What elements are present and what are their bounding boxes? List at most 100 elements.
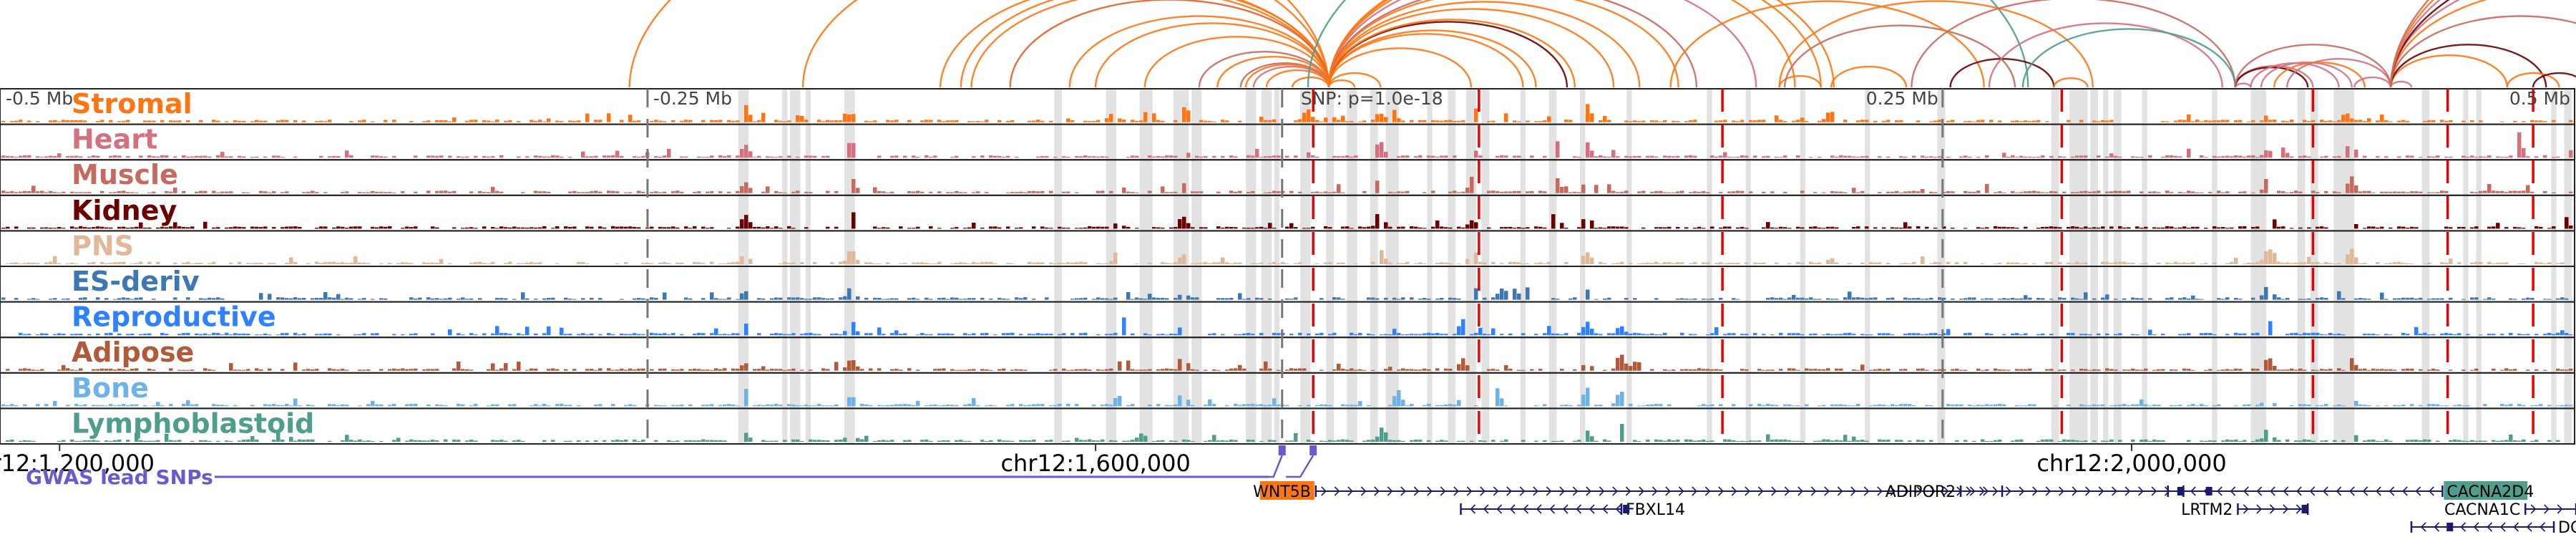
track-reproductive[interactable] <box>0 301 2575 339</box>
interaction-arc <box>1327 0 1796 88</box>
scale-label: 0.5 Mb <box>2509 88 2570 109</box>
interaction-arc <box>1327 29 1537 88</box>
gene-lrtm2[interactable]: LRTM2 <box>2181 501 2309 519</box>
track-label: Lymphoblastoid <box>72 407 314 439</box>
signal-tracks <box>0 88 2575 445</box>
gwas-snp-marker[interactable] <box>1309 445 1317 455</box>
interaction-arc <box>2234 44 2392 88</box>
scale-labels: -0.5 Mb -0.25 Mb SNP: p=1.0e-18 0.25 Mb 0.5 … <box>6 88 2570 109</box>
gene-cacna1c[interactable]: CACNA1C <box>2444 501 2576 519</box>
strand-chevrons <box>2530 504 2563 514</box>
track-label: Bone <box>72 372 149 404</box>
interaction-arc <box>2389 54 2509 88</box>
exon-block <box>2177 487 2184 495</box>
track-frame <box>0 266 2575 303</box>
gene-label: DCP1B <box>2558 519 2576 537</box>
interaction-arc <box>1216 56 1330 88</box>
interaction-arc <box>2506 72 2560 88</box>
gwas-track: GWAS lead SNPs <box>26 445 1317 489</box>
track-bone[interactable] <box>0 372 2575 410</box>
interaction-arc <box>1143 36 1330 88</box>
gwas-snp-marker[interactable] <box>1278 445 1286 455</box>
gene-highlight <box>1259 481 1314 500</box>
interaction-arc <box>1307 0 2029 88</box>
scale-label: SNP: p=1.0e-18 <box>1301 88 1443 109</box>
strand-chevrons <box>1966 486 2170 496</box>
track-label: Reproductive <box>72 301 276 333</box>
interaction-arc <box>1830 65 1908 88</box>
gwas-connector <box>1286 455 1314 478</box>
track-frame <box>0 159 2575 196</box>
interaction-arc <box>1669 0 1985 88</box>
signal-bars <box>6 248 2565 264</box>
track-frame <box>0 301 2575 339</box>
gene-dcp1b[interactable]: DCP1B <box>2410 519 2576 537</box>
interaction-arc <box>2389 0 2441 88</box>
strand-chevrons <box>1470 504 1621 514</box>
interaction-arc <box>2389 80 2413 88</box>
scale-label: 0.25 Mb <box>1866 88 1938 109</box>
track-frame <box>0 372 2575 410</box>
signal-bars <box>1 104 2573 122</box>
interaction-arc <box>2389 0 2488 88</box>
scale-label: -0.25 Mb <box>653 88 732 109</box>
gene-wnt5b[interactable]: WNT5B <box>1253 481 2004 501</box>
exon-block <box>2301 505 2308 513</box>
strand-chevrons <box>1321 486 1989 496</box>
interaction-arc <box>2234 82 2252 88</box>
interaction-arc <box>2389 0 2461 88</box>
axis-tick-label: chr12:1,600,000 <box>1000 450 1190 477</box>
interaction-arc <box>1988 22 2223 88</box>
interaction-arc <box>2260 62 2353 88</box>
track-frame <box>0 407 2575 445</box>
track-muscle[interactable] <box>0 159 2575 196</box>
interaction-arc <box>1327 0 1679 88</box>
interaction-arc <box>2053 77 2089 88</box>
track-adipose[interactable] <box>0 337 2575 374</box>
track-es-deriv[interactable] <box>0 266 2575 303</box>
exon-block <box>2205 487 2212 495</box>
track-heart[interactable] <box>0 123 2575 161</box>
interaction-arc <box>1327 0 1835 88</box>
track-lymphoblastoid[interactable] <box>0 407 2575 445</box>
track-pns[interactable] <box>0 230 2575 267</box>
signal-bars <box>1 212 2573 229</box>
interaction-arc <box>1327 47 1473 88</box>
interaction-arc <box>970 0 1330 88</box>
interaction-arc <box>1327 0 1757 88</box>
track-stromal[interactable] <box>0 88 2575 125</box>
interaction-arc <box>2532 72 2576 88</box>
gene-label: CACNA1C <box>2444 501 2520 519</box>
gene-highlight <box>2444 481 2528 500</box>
coordinate-axis: chr12:1,200,000 chr12:1,600,000 chr12:2,00… <box>0 444 2227 477</box>
track-label: Kidney <box>72 195 177 226</box>
interaction-arc <box>2021 28 2236 88</box>
signal-bars <box>1 387 2573 407</box>
axis-tick-label: chr12:2,000,000 <box>2036 450 2226 477</box>
interaction-arc <box>2389 15 2576 88</box>
track-label: Muscle <box>72 159 178 190</box>
signal-bars <box>6 354 2573 371</box>
signal-bars <box>19 317 2573 336</box>
signal-bars <box>1 176 2573 193</box>
interaction-arc <box>801 0 1330 88</box>
interaction-arc <box>1327 79 1356 88</box>
track-labels: Stromal Heart Muscle Kidney PNS ES-deriv Repro… <box>72 88 314 439</box>
gene-adipor2[interactable]: ADIPOR2 <box>1885 483 2185 501</box>
interaction-arc <box>1068 15 1330 88</box>
strand-chevrons <box>2243 504 2302 514</box>
chromatin-interaction-arcs <box>628 0 2576 88</box>
gene-fbxl14[interactable]: FBXL14 <box>1460 501 1686 519</box>
track-label: Adipose <box>72 337 194 368</box>
track-kidney[interactable] <box>0 194 2575 232</box>
gwas-connector <box>1259 455 1283 478</box>
interaction-arc <box>1327 19 1576 88</box>
interaction-arc <box>960 0 1330 88</box>
interaction-arc <box>1327 1 1641 88</box>
scale-label: -0.5 Mb <box>6 88 73 109</box>
gene-cacna2d4[interactable]: CACNA2D4 <box>2167 481 2534 501</box>
interaction-arc <box>1783 24 2016 88</box>
track-label: Heart <box>72 124 157 155</box>
